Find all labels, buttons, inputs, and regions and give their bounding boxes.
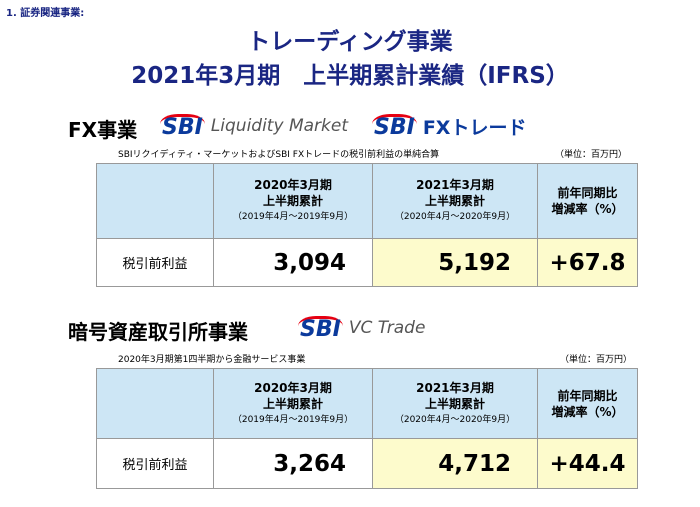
header-cell: 前年同期比 増減率（%） xyxy=(537,368,638,439)
header-cell: 前年同期比増減率（%） xyxy=(537,163,638,239)
header-line: 増減率（%） xyxy=(551,404,624,419)
value-cell: 4,712 xyxy=(372,438,538,489)
section-heading: FX事業 xyxy=(68,118,138,142)
value-cell: 3,094 xyxy=(213,238,373,287)
header-line: （2020年4月～2020年9月） xyxy=(394,414,516,425)
value-cell: 5,192 xyxy=(372,238,538,287)
header-line: 増減率（%） xyxy=(551,202,624,216)
logo-mark: SBI xyxy=(160,113,205,140)
header-cell: 2020年3月期 上半期累計 （2019年4月～2019年9月） xyxy=(213,368,373,439)
logo-text: Liquidity Market xyxy=(210,116,348,136)
note: 2020年3月期第1四半期から金融サービス事業 xyxy=(118,355,306,365)
subtitle: 2021年3月期 上半期累計業績（IFRS） xyxy=(131,63,569,89)
header-line: 2021年3月期 xyxy=(416,178,494,192)
logo: SBI Liquidity Market xyxy=(160,112,348,140)
header-line: 上半期累計 xyxy=(262,396,323,411)
unit: （単位：百万円） xyxy=(560,355,633,365)
header-line: 前年同期比 xyxy=(557,186,618,200)
header-line: （2019年4月～2019年9月） xyxy=(232,212,354,222)
logo-text: VC Trade xyxy=(348,318,426,338)
logo-mark: SBI xyxy=(372,113,417,140)
header-cell: 2020年3月期 上半期累計 （2019年4月～2019年9月） xyxy=(213,163,373,239)
row-label: 税引前利益 xyxy=(96,438,214,489)
header-cell: 2021年3月期 上半期累計 （2020年4月～2020年9月） xyxy=(372,163,538,239)
header-line: 2021年3月期 xyxy=(416,380,494,395)
header-line: 上半期累計 xyxy=(424,396,485,411)
header-line: 2020年3月期 xyxy=(254,178,332,192)
header-line: 上半期累計 xyxy=(262,194,323,208)
title: トレーディング事業 xyxy=(247,29,453,55)
header-cell: 2021年3月期 上半期累計 （2020年4月～2020年9月） xyxy=(372,368,538,439)
logo-text: FXトレード xyxy=(422,116,527,139)
value-cell: +67.8 xyxy=(537,238,638,287)
section-label: 1. 証券関連事業: xyxy=(6,8,85,19)
header-cell xyxy=(96,368,214,439)
logo-mark: SBI xyxy=(298,315,343,342)
logo: SBI FXトレード xyxy=(372,112,526,140)
value-cell: 3,264 xyxy=(213,438,373,489)
header-line: （2020年4月～2020年9月） xyxy=(394,212,516,222)
unit: （単位：百万円） xyxy=(555,150,628,160)
header-cell xyxy=(96,163,214,239)
header-line: 前年同期比 xyxy=(557,388,618,403)
section-heading: 暗号資産取引所事業 xyxy=(68,320,248,344)
header-line: （2019年4月～2019年9月） xyxy=(232,414,354,425)
header-line: 2020年3月期 xyxy=(254,380,332,395)
note: SBIリクイディティ・マーケットおよびSBI FXトレードの税引前利益の単純合算 xyxy=(118,150,440,160)
row-label: 税引前利益 xyxy=(96,238,214,287)
header-line: 上半期累計 xyxy=(424,194,485,208)
value-cell: +44.4 xyxy=(537,438,638,489)
logo: SBI VC Trade xyxy=(298,314,425,342)
